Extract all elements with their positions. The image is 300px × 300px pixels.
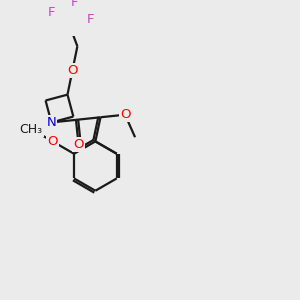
Text: O: O: [73, 138, 84, 151]
Text: F: F: [70, 0, 78, 9]
Text: N: N: [46, 116, 56, 129]
Text: CH₃: CH₃: [20, 123, 43, 136]
Text: O: O: [120, 108, 130, 121]
Text: F: F: [48, 6, 56, 19]
Text: O: O: [47, 135, 58, 148]
Text: F: F: [86, 13, 94, 26]
Text: O: O: [67, 64, 78, 77]
